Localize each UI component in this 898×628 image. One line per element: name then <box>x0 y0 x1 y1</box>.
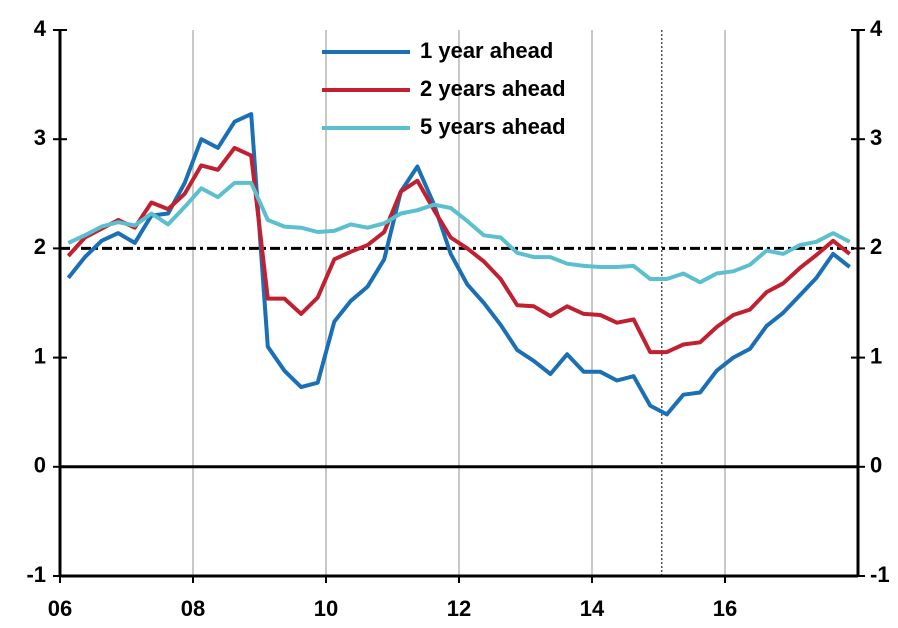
x-tick-label: 12 <box>447 596 471 621</box>
y2-tick-label: 1 <box>870 343 882 368</box>
y2-tick-label: 3 <box>870 125 882 150</box>
y-tick-label: 0 <box>34 453 46 478</box>
legend-label: 1 year ahead <box>420 38 553 63</box>
x-tick-label: 06 <box>48 596 72 621</box>
y-tick-label: 2 <box>34 234 46 259</box>
x-tick-label: 14 <box>580 596 605 621</box>
series-line <box>67 180 851 285</box>
y2-tick-label: 4 <box>870 16 883 41</box>
y-tick-label: 4 <box>34 16 47 41</box>
legend-label: 2 years ahead <box>420 76 566 101</box>
y2-tick-label: 0 <box>870 453 882 478</box>
y-tick-label: 3 <box>34 125 46 150</box>
legend-label: 5 years ahead <box>420 114 566 139</box>
y-tick-label: 1 <box>34 343 46 368</box>
x-tick-label: 16 <box>713 596 737 621</box>
series-line <box>66 145 851 355</box>
y2-tick-label: -1 <box>870 562 890 587</box>
series-line <box>66 112 851 417</box>
x-tick-label: 08 <box>181 596 205 621</box>
y2-tick-label: 2 <box>870 234 882 259</box>
x-tick-label: 10 <box>314 596 338 621</box>
y-tick-label: -1 <box>26 562 46 587</box>
